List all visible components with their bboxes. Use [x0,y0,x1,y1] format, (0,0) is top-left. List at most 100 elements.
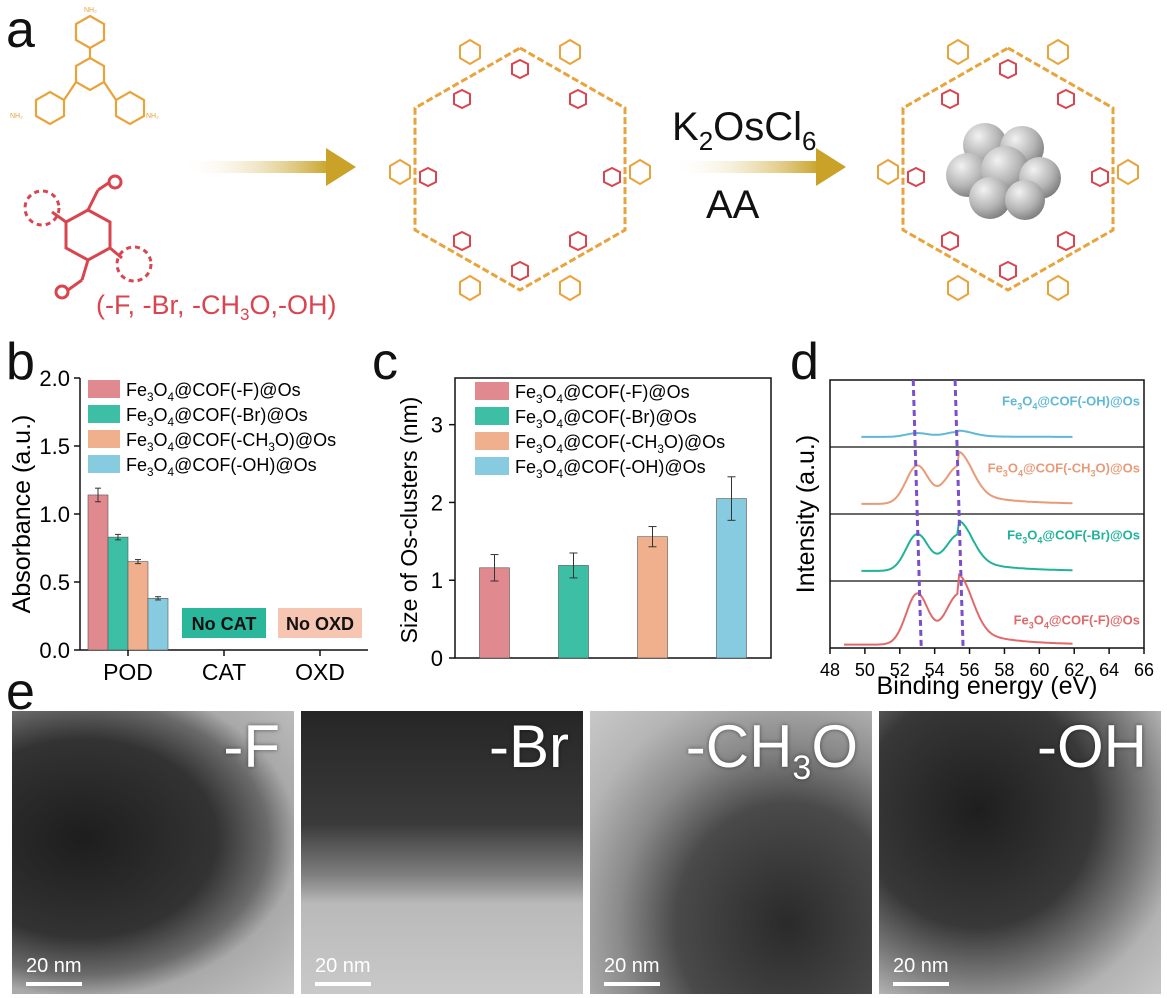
chart-b-legend-label: Fe3O4@COF(-Br)@Os [126,405,308,429]
chart-c-frame [454,377,772,659]
tem-label: -F [223,713,280,780]
chart-c-legend-label: Fe3O4@COF(-F)@Os [515,382,690,406]
panel-a-scheme: NH₂ NH₂ NH₂ (-F, -Br, -CH3O,-OH) [10,7,1139,324]
panel-letter-b: b [6,333,35,391]
scale-bar [604,982,660,986]
chart-b-legend-label: Fe3O4@COF(-CH3O)@Os [126,430,336,454]
chart-d-series-line [861,429,1073,438]
chart-b-legend-swatch [88,430,120,448]
chart-b-bar [87,494,109,651]
chart-d-xlabel: Binding energy (eV) [877,672,1098,700]
chart-c-ytick-label: 0 [431,646,443,671]
triamine-monomer [34,14,146,126]
tem-image-ch3o: -CH3O 20 nm [590,711,872,994]
reaction-arrow-2 [670,148,846,186]
chart-b-annotation: No OXD [286,614,354,634]
chart-b-xtick-label: POD [103,659,153,685]
chart-c-legend-label: Fe3O4@COF(-OH)@Os [515,457,706,481]
reaction-arrow-1 [180,148,356,186]
chart-d-xtick-label: 52 [890,660,910,680]
chart-c-ylabel: Size of Os-clusters (nm) [396,397,422,644]
chart-d-xtick-label: 58 [994,660,1014,680]
amine-label: NH₂ [84,7,97,14]
chart-b-ylabel: Absorbance (a.u.) [8,415,36,614]
chart-b-annotation-box [182,608,266,638]
chart-b-ytick-label: 0.5 [39,570,70,595]
chart-c-ytick-label: 3 [431,413,443,438]
chart-b-ytick-label: 2.0 [39,366,70,391]
chart-d: Intensity (a.u.) Binding energy (eV) 48 5… [792,379,1154,700]
chart-b-xtick-label: OXD [295,659,345,685]
chart-b-legend-swatch [88,455,120,473]
chart-b-legend-label: Fe3O4@COF(-F)@Os [126,380,301,404]
scale-bar [893,982,949,986]
chart-d-series-line [861,519,1073,572]
chart-c-legend-swatch [475,457,509,475]
chart-c-bar [558,565,589,659]
chart-c-legend-swatch [475,382,509,400]
chart-b: Absorbance (a.u.) 0.0 0.5 1.0 1.5 2.0 POD CAT… [8,366,368,685]
tem-label: -OH [1037,713,1147,780]
panel-letter-c: c [372,333,398,391]
scale-bar [315,982,371,986]
tem-image-f: -F 20 nm [12,711,294,994]
chart-b-legend-swatch [88,405,120,423]
chart-b-ytick-label: 1.0 [39,502,70,527]
cof-framework-1 [389,38,651,302]
tem-image-oh: -OH 20 nm [879,711,1161,994]
reagent-aa: AA [706,183,760,227]
chart-d-reference-line [911,379,923,649]
scale-bar-label: 20 nm [26,955,82,977]
chart-b-bar [127,561,149,651]
chart-b-legend-swatch [88,380,120,398]
chart-c-legend-label: Fe3O4@COF(-Br)@Os [515,407,697,431]
chart-b-legend-label: Fe3O4@COF(-OH)@Os [126,455,317,479]
chart-d-series-label: Fe3O4@COF(-OH)@Os [1002,393,1140,411]
panel-letter-d: d [790,333,819,391]
chart-c: Size of Os-clusters (nm) 0 1 2 3 Fe3O4@COF(… [396,377,772,671]
chart-d-series-line [844,573,1073,646]
chart-d-xtick-label: 54 [925,660,945,680]
chart-c-legend-label: Fe3O4@COF(-CH3O)@Os [515,432,725,456]
chart-d-xtick-label: 60 [1029,660,1049,680]
chart-b-annotation-box [278,608,362,638]
chart-c-ytick-label: 1 [431,568,443,593]
chart-d-xtick-label: 48 [820,660,840,680]
chart-d-xtick-label: 56 [960,660,980,680]
chart-d-ylabel: Intensity (a.u.) [792,435,820,593]
reagent-k2oscl6: K2OsCl6 [672,105,817,156]
substituents-label: (-F, -Br, -CH3O,-OH) [96,290,336,324]
chart-b-bar [107,536,129,651]
chart-b-ytick-label: 0.0 [39,638,70,663]
chart-b-annotation: No CAT [192,614,257,634]
tem-label: -Br [489,713,569,780]
tem-label: -CH3O [685,713,858,787]
chart-c-bar [479,567,510,659]
chart-d-xtick-label: 62 [1064,660,1084,680]
amine-label: NH₂ [10,113,23,120]
chart-b-ytick-label: 1.5 [39,434,70,459]
chart-d-xtick-label: 64 [1099,660,1119,680]
chart-d-xtick-label: 50 [855,660,875,680]
chart-b-bar [147,598,169,651]
dialdehyde-linker [23,174,153,300]
chart-b-xtick-label: CAT [202,659,246,685]
panel-letter-e: e [6,663,35,721]
chart-c-bar [716,498,747,659]
cof-framework-2 [877,38,1139,302]
chart-c-bar [637,536,668,659]
scale-bar [26,982,82,986]
scale-bar-label: 20 nm [604,955,660,977]
chart-c-legend-swatch [475,432,509,450]
chart-c-legend-swatch [475,407,509,425]
tem-image-br: -Br 20 nm [301,711,583,994]
os-cluster-spheres [946,123,1061,220]
scale-bar-label: 20 nm [315,955,371,977]
panel-letter-a: a [6,1,35,59]
amine-label: NH₂ [146,113,159,120]
chart-d-xtick-label: 66 [1134,660,1154,680]
chart-d-series-label: Fe3O4@COF(-CH3O)@Os [988,460,1140,478]
scale-bar-label: 20 nm [893,955,949,977]
chart-d-reference-line [953,379,965,649]
chart-c-ytick-label: 2 [431,490,443,515]
